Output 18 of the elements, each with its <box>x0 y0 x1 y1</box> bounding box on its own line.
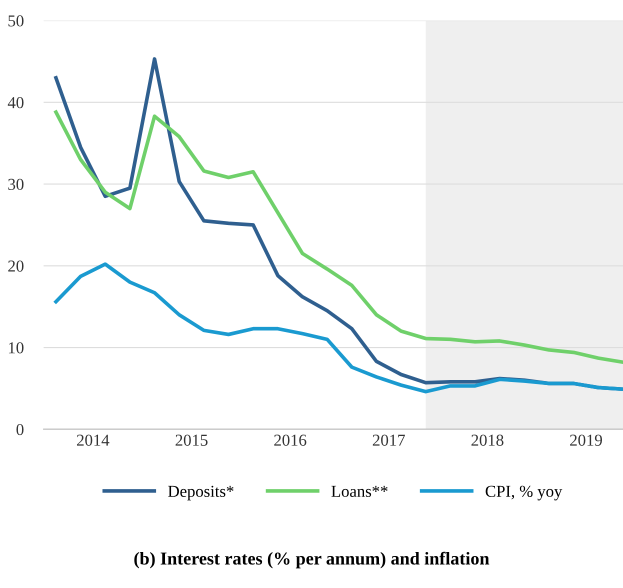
x-tick-label: 2015 <box>176 434 208 446</box>
legend-label: Deposits* <box>168 486 234 500</box>
y-tick-label: 40 <box>8 97 24 108</box>
y-tick-label: 30 <box>8 178 24 190</box>
x-tick-label: 2019 <box>570 434 602 446</box>
y-tick-label: 10 <box>8 342 24 354</box>
x-tick-label: 2018 <box>471 434 504 446</box>
legend-label: Loans** <box>331 486 388 497</box>
x-tick-label: 2017 <box>372 434 405 446</box>
line-series <box>54 262 623 394</box>
y-tick-label: 0 <box>16 424 24 436</box>
y-tick-label: 20 <box>8 260 24 272</box>
legend-label: CPI, % yoy <box>486 486 562 500</box>
line-series <box>54 110 623 364</box>
x-tick-label: 2016 <box>274 434 306 446</box>
x-tick-label: 2014 <box>76 434 110 446</box>
text: (b) Interest rates (% per annum) and inflation <box>134 552 490 568</box>
y-tick-label: 50 <box>8 15 24 27</box>
